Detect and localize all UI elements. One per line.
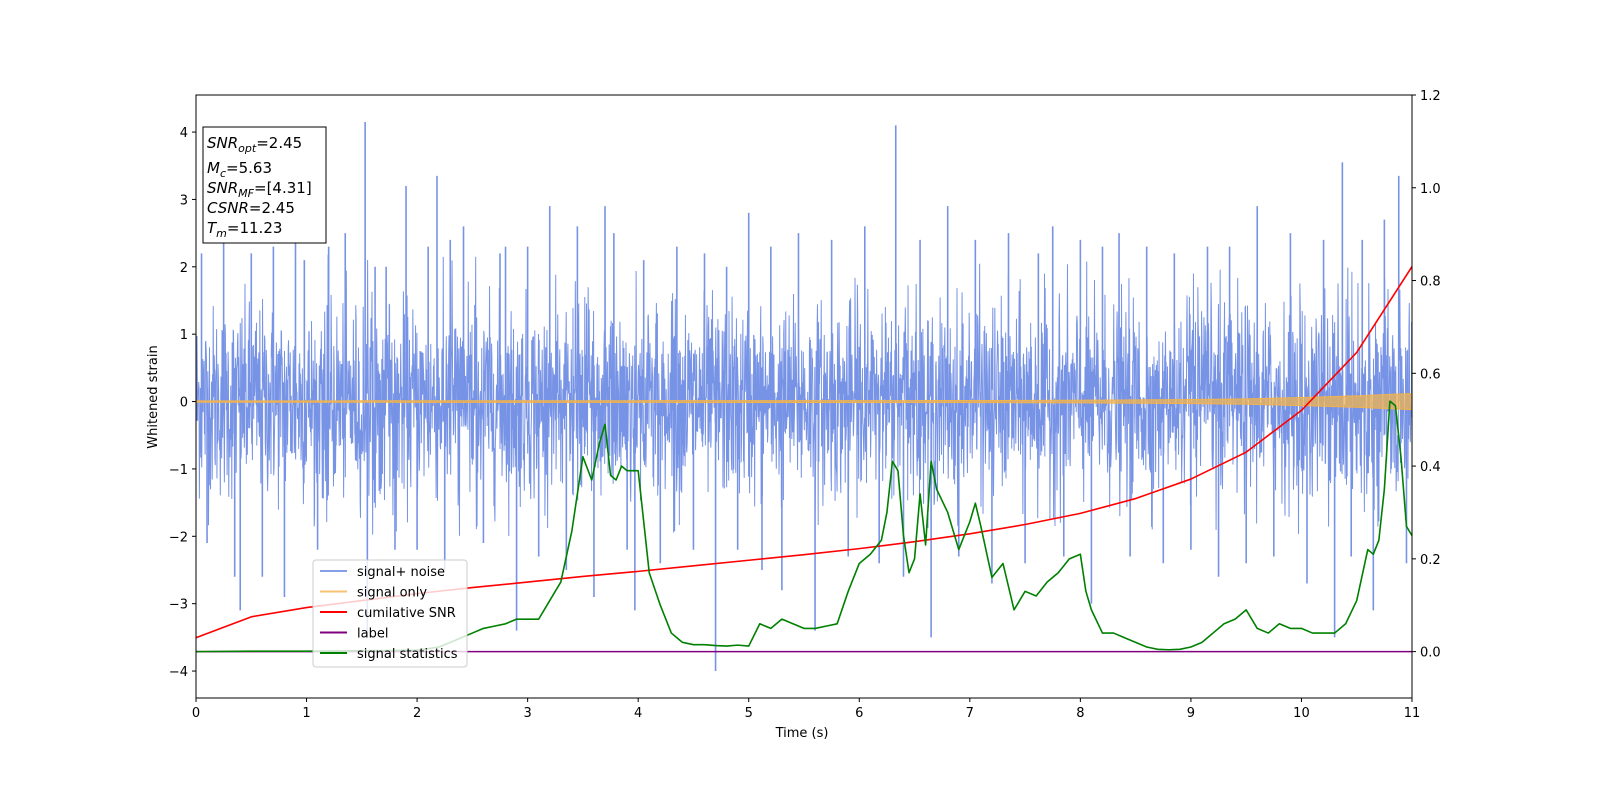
y-left-tick-label: 2 xyxy=(180,261,188,276)
legend: signal+ noise signal only cumilative SNR la… xyxy=(312,559,468,668)
y-left-tick-label: 4 xyxy=(180,126,188,141)
x-tick-label: 7 xyxy=(966,706,974,721)
mc-text: Mc=5.63 xyxy=(207,159,272,180)
y-left-tick-label: 0 xyxy=(180,396,188,411)
legend-label: signal+ noise xyxy=(357,565,445,580)
x-tick-label: 1 xyxy=(302,706,310,721)
x-tick-label: 6 xyxy=(855,706,863,721)
snr-mf-text: SNRMF=[4.31] xyxy=(207,179,312,200)
x-tick-label: 4 xyxy=(634,706,642,721)
legend-label: cumilative SNR xyxy=(357,606,456,621)
y-right-tick-label: 0.0 xyxy=(1420,646,1441,661)
y-right-tick-label: 0.2 xyxy=(1420,553,1441,568)
legend-label: signal statistics xyxy=(357,647,458,662)
signal-statistics-line xyxy=(196,400,1412,653)
csnr-text: CSNR=2.45 xyxy=(207,199,295,217)
series-layer xyxy=(196,121,1412,672)
x-tick-label: 11 xyxy=(1404,706,1421,721)
y-left-tick-label: −3 xyxy=(169,598,188,613)
tm-text: Tm=11.23 xyxy=(207,219,282,240)
y-axis-left: −4 −3 −2 −1 0 1 2 3 4 xyxy=(169,126,196,680)
signal-noise-line xyxy=(196,254,1412,536)
x-axis-label: Time (s) xyxy=(775,726,829,741)
legend-label: signal only xyxy=(357,586,427,601)
legend-frame xyxy=(312,559,468,668)
signal-only-band xyxy=(196,392,1412,411)
x-tick-label: 5 xyxy=(745,706,753,721)
legend-label: label xyxy=(357,627,388,642)
y-left-tick-label: −1 xyxy=(169,463,188,478)
x-tick-label: 3 xyxy=(523,706,531,721)
plot-frame xyxy=(195,94,1413,699)
x-tick-label: 9 xyxy=(1187,706,1195,721)
y-right-tick-label: 0.4 xyxy=(1420,460,1441,475)
y-right-tick-label: 0.6 xyxy=(1420,367,1441,382)
y-left-tick-label: 1 xyxy=(180,328,188,343)
x-tick-label: 0 xyxy=(192,706,200,721)
stats-annotation-box: SNRopt=2.45 Mc=5.63 SNRMF=[4.31] CSNR=2.… xyxy=(202,126,327,244)
y-axis-label: Whitened strain xyxy=(146,345,161,448)
y-right-tick-label: 1.0 xyxy=(1420,182,1441,197)
y-left-tick-label: 3 xyxy=(180,193,188,208)
y-left-tick-label: −2 xyxy=(169,530,188,545)
y-left-tick-label: −4 xyxy=(169,665,188,680)
x-tick-label: 8 xyxy=(1076,706,1084,721)
x-tick-label: 2 xyxy=(413,706,421,721)
y-right-tick-label: 0.8 xyxy=(1420,275,1441,290)
y-axis-right: 0.0 0.2 0.4 0.6 0.8 1.0 1.2 xyxy=(1412,89,1441,661)
snr-opt-text: SNRopt=2.45 xyxy=(207,134,302,155)
x-tick-label: 10 xyxy=(1293,706,1310,721)
y-right-tick-label: 1.2 xyxy=(1420,89,1441,104)
x-axis: 0 1 2 3 4 5 6 7 8 9 10 11 xyxy=(192,698,1420,721)
